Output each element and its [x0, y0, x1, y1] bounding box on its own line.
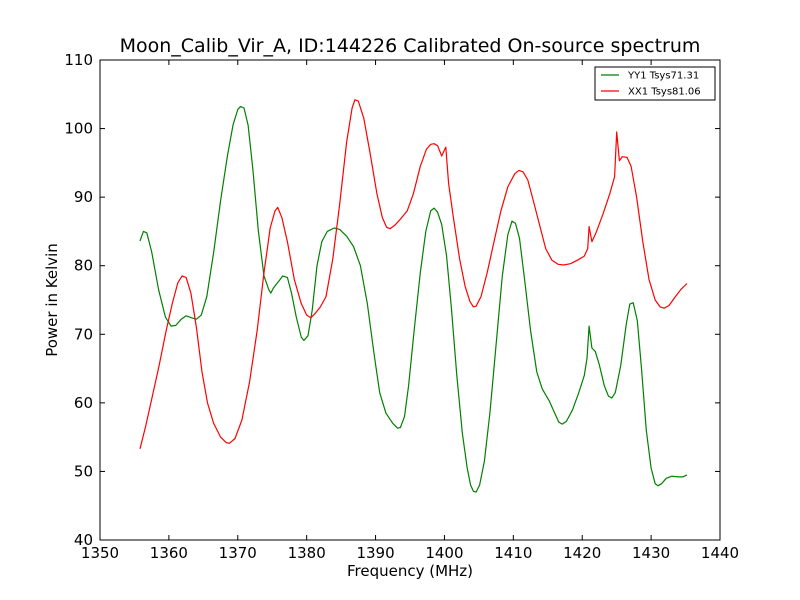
x-tick-label: 1410 [494, 544, 532, 562]
legend: YY1 Tsys71.31 XX1 Tsys81.06 [594, 66, 716, 101]
y-tick-label: 100 [64, 120, 93, 138]
x-tick-label: 1440 [701, 544, 739, 562]
y-tick-label: 80 [74, 257, 93, 275]
x-tick-label: 1390 [356, 544, 394, 562]
series-layer [139, 99, 688, 493]
x-tick-label: 1360 [150, 544, 188, 562]
x-tick-label: 1370 [219, 544, 257, 562]
x-tick-label: 1420 [563, 544, 601, 562]
y-axis-label: Power in Kelvin [43, 243, 61, 357]
y-tick-label: 60 [74, 394, 93, 412]
legend-box [594, 66, 716, 101]
y-tick-label: 40 [74, 531, 93, 549]
x-tick-label: 1350 [81, 544, 119, 562]
x-tick-label: 1400 [425, 544, 463, 562]
y-tick-label: 50 [74, 462, 93, 480]
series-line-xx1 [139, 99, 688, 449]
x-axis-label: Frequency (MHz) [347, 562, 473, 580]
y-tick-label: 70 [74, 325, 93, 343]
series-line-yy1 [139, 106, 688, 493]
legend-label-yy1: YY1 Tsys71.31 [627, 71, 699, 82]
y-tick-label: 90 [74, 188, 93, 206]
x-tick-label: 1380 [288, 544, 326, 562]
y-tick-label: 110 [64, 51, 93, 69]
plot-frame [99, 59, 721, 541]
x-tick-label: 1430 [632, 544, 670, 562]
legend-label-xx1: XX1 Tsys81.06 [628, 87, 701, 98]
chart-title: Moon_Calib_Vir_A, ID:144226 Calibrated O… [120, 35, 701, 57]
tick-layer: 1350 1360 1370 1380 1390 1400 1410 1420 1430 1440… [64, 51, 739, 562]
